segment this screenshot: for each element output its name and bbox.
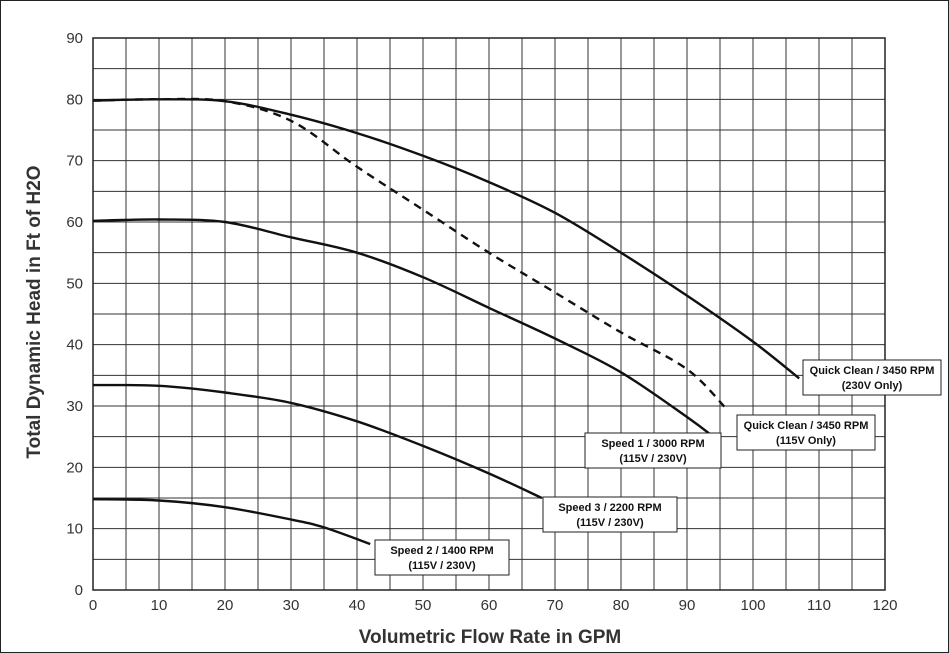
curve-quick-clean-115v xyxy=(92,97,728,410)
curves xyxy=(92,97,800,546)
x-tick-label: 70 xyxy=(547,597,564,614)
y-tick-label: 50 xyxy=(66,275,83,292)
y-axis-title: Total Dynamic Head in Ft of H2O xyxy=(24,165,45,458)
y-tick-label: 0 xyxy=(75,582,83,599)
label-box xyxy=(584,432,722,469)
x-tick-label: 40 xyxy=(349,597,366,614)
x-tick-label: 0 xyxy=(89,597,97,614)
plot-area-border xyxy=(92,37,886,591)
curve-quick-clean-230v xyxy=(92,98,800,380)
y-tick-label: 80 xyxy=(66,91,83,108)
label-line-1: Speed 3 / 2200 RPM xyxy=(558,502,661,514)
x-tick-label: 60 xyxy=(481,597,498,614)
curve-speed-2 xyxy=(92,498,371,546)
curve-speed-1 xyxy=(92,218,715,438)
grid xyxy=(92,37,886,591)
label-line-1: Quick Clean / 3450 RPM xyxy=(744,420,869,432)
label-box xyxy=(542,496,678,533)
x-tick-label: 90 xyxy=(679,597,696,614)
label-speed-1: Speed 1 / 3000 RPM (115V / 230V) xyxy=(584,432,722,469)
curve-labels: Quick Clean / 3450 RPM(230V Only)Quick C… xyxy=(374,359,942,576)
label-box xyxy=(736,414,876,451)
x-tick-label: 10 xyxy=(151,597,168,614)
y-tick-label: 20 xyxy=(66,459,83,476)
y-tick-label: 10 xyxy=(66,521,83,538)
x-tick-label: 100 xyxy=(740,597,765,614)
label-line-2: (115V / 230V) xyxy=(619,453,687,465)
label-box xyxy=(374,539,510,576)
label-line-2: (115V Only) xyxy=(776,435,836,447)
label-speed-2: Speed 2 / 1400 RPM (115V / 230V) xyxy=(374,539,510,576)
y-tick-label: 30 xyxy=(66,398,83,415)
y-tick-label: 40 xyxy=(66,337,83,354)
x-tick-label: 50 xyxy=(415,597,432,614)
curve-speed-3 xyxy=(92,383,543,500)
label-line-2: (115V / 230V) xyxy=(576,517,644,529)
label-line-2: (230V Only) xyxy=(842,380,903,392)
label-line-1: Speed 1 / 3000 RPM xyxy=(601,438,704,450)
x-tick-label: 20 xyxy=(217,597,234,614)
x-tick-label: 110 xyxy=(807,597,831,614)
label-line-1: Speed 2 / 1400 RPM xyxy=(390,545,493,557)
label-quick-clean-230v: Quick Clean / 3450 RPM (230V Only) xyxy=(802,359,942,396)
label-speed-3: Speed 3 / 2200 RPM (115V / 230V) xyxy=(542,496,678,533)
label-line-1: Quick Clean / 3450 RPM xyxy=(810,365,935,377)
y-tick-labels: 0 10 20 30 40 50 60 70 80 90 xyxy=(66,30,83,599)
label-box xyxy=(802,359,942,396)
x-tick-label: 80 xyxy=(613,597,630,614)
x-tick-labels: 0 10 20 30 40 50 60 70 80 90 100 110 120 xyxy=(89,597,898,614)
label-quick-clean-115v: Quick Clean / 3450 RPM (115V Only) xyxy=(736,414,876,451)
x-tick-label: 30 xyxy=(283,597,300,614)
label-line-2: (115V / 230V) xyxy=(408,560,476,572)
y-tick-label: 90 xyxy=(66,30,83,47)
y-tick-label: 60 xyxy=(66,214,83,231)
x-axis-title: Volumetric Flow Rate in GPM xyxy=(359,627,622,648)
x-tick-label: 120 xyxy=(872,597,897,614)
y-tick-label: 70 xyxy=(66,153,83,170)
